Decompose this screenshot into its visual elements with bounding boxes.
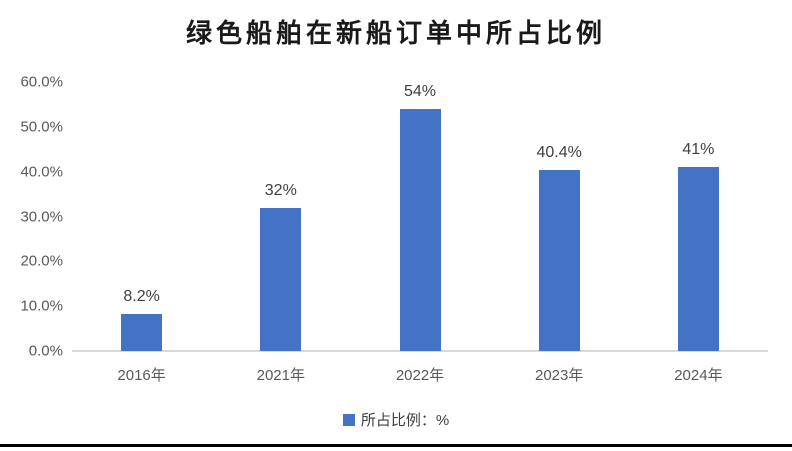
legend-label: 所占比例：% — [360, 412, 450, 429]
y-axis-tick-label: 40.0% — [20, 163, 63, 181]
legend: 所占比例：% — [0, 409, 792, 430]
x-axis-category-label: 2024年 — [674, 367, 723, 384]
x-axis-category-label: 2021年 — [256, 367, 305, 384]
bar-value-label: 40.4% — [536, 143, 582, 161]
x-axis-category-label: 2016年 — [117, 367, 166, 384]
y-axis-tick-label: 10.0% — [20, 297, 63, 315]
y-axis-tick-label: 50.0% — [20, 118, 63, 136]
bar-value-label: 8.2% — [123, 288, 160, 306]
bar — [538, 169, 580, 351]
bottom-rule — [0, 444, 792, 447]
x-axis-category-label: 2023年 — [535, 367, 584, 384]
bar — [260, 207, 302, 351]
y-axis-tick-label: 0.0% — [28, 342, 63, 360]
x-axis-baseline — [72, 350, 768, 352]
bar — [399, 108, 441, 351]
x-axis-category-label: 2022年 — [395, 367, 445, 384]
bar-value-label: 41% — [682, 141, 715, 159]
bar-value-label: 54% — [403, 82, 437, 100]
bar — [677, 167, 719, 351]
y-axis-tick-label: 60.0% — [20, 73, 63, 91]
legend-swatch-icon — [342, 413, 355, 426]
bar-value-label: 32% — [264, 181, 297, 199]
y-axis-tick-label: 30.0% — [20, 208, 63, 225]
bar — [121, 314, 163, 351]
chart-title: 绿色船舶在新船订单中所占比例 — [185, 19, 606, 49]
y-axis-tick-label: 20.0% — [20, 252, 63, 270]
